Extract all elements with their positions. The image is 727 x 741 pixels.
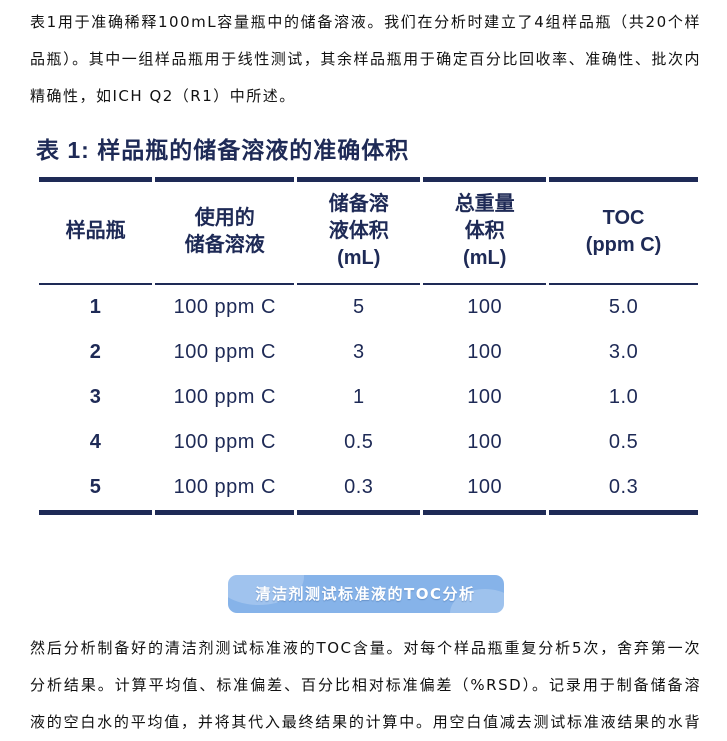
cell-vial-number: 5 (39, 465, 153, 515)
cell-toc: 0.3 (549, 465, 698, 515)
cell-stock-volume: 3 (352, 341, 365, 363)
section-banner-toc-analysis[interactable]: 清洁剂测试标准液的TOC分析 (227, 575, 504, 613)
cell-stock-volume: 0.5 (344, 431, 374, 453)
cell-total-volume: 100 (467, 341, 503, 363)
cell-stock-solution: 100 ppm C (173, 296, 276, 318)
header-total-weight-volume: 总重量 体积 (mL) (423, 177, 547, 285)
cell-toc: 3.0 (608, 341, 639, 363)
cell-total-volume: 100 (467, 431, 503, 453)
intro-paragraph: 表1用于准确稀释100mL容量瓶中的储备溶液。我们在分析时建立了4组样品瓶（共2… (30, 13, 701, 105)
cell-stock-volume: 5 (352, 296, 365, 318)
header-toc-ppm: TOC (ppm C) (549, 177, 698, 285)
cell-toc: 1.0 (608, 386, 639, 408)
table-row: 1 100 ppm C 5 100 5.0 (39, 285, 698, 330)
table-row: 2 100 ppm C 3 100 3.0 (39, 330, 698, 375)
cell-stock-solution: 100 ppm C (173, 431, 276, 453)
cell-toc: 0.5 (608, 431, 639, 453)
cell-vial-number: 3 (89, 386, 102, 408)
cell-vial-number: 1 (89, 296, 102, 318)
table-row: 3 100 ppm C 1 100 1.0 (39, 375, 698, 420)
cell-total-volume: 100 (467, 296, 503, 318)
table-header-row: 样品瓶 使用的 储备溶液 储备溶 液体积 (mL) 总重量 体积 (mL) TO… (39, 177, 698, 285)
header-stock-solution-volume: 储备溶 液体积 (mL) (297, 177, 421, 285)
cell-stock-solution: 100 ppm C (173, 386, 276, 408)
cell-vial-number: 4 (89, 431, 102, 453)
closing-paragraph: 然后分析制备好的清洁剂测试标准液的TOC含量。对每个样品瓶重复分析5次，舍弃第一… (30, 639, 701, 731)
cell-total-volume: 100 (467, 386, 503, 408)
header-stock-solution-used: 使用的 储备溶液 (155, 177, 295, 285)
banner-label: 清洁剂测试标准液的TOC分析 (255, 585, 476, 603)
table-row: 4 100 ppm C 0.5 100 0.5 (39, 420, 698, 465)
cell-stock-solution: 100 ppm C (173, 341, 276, 363)
cell-stock-volume: 1 (352, 386, 365, 408)
cell-stock-solution: 100 ppm C (155, 465, 295, 515)
cell-stock-volume: 0.3 (297, 465, 421, 515)
cell-total-volume: 100 (423, 465, 547, 515)
table-title: 表 1: 样品瓶的储备溶液的准确体积 (36, 137, 410, 163)
cell-vial-number: 2 (89, 341, 102, 363)
table-row: 5 100 ppm C 0.3 100 0.3 (39, 465, 698, 515)
cell-toc: 5.0 (608, 296, 639, 318)
header-sample-vial: 样品瓶 (39, 177, 153, 285)
sample-vial-table: 样品瓶 使用的 储备溶液 储备溶 液体积 (mL) 总重量 体积 (mL) TO… (36, 177, 701, 515)
